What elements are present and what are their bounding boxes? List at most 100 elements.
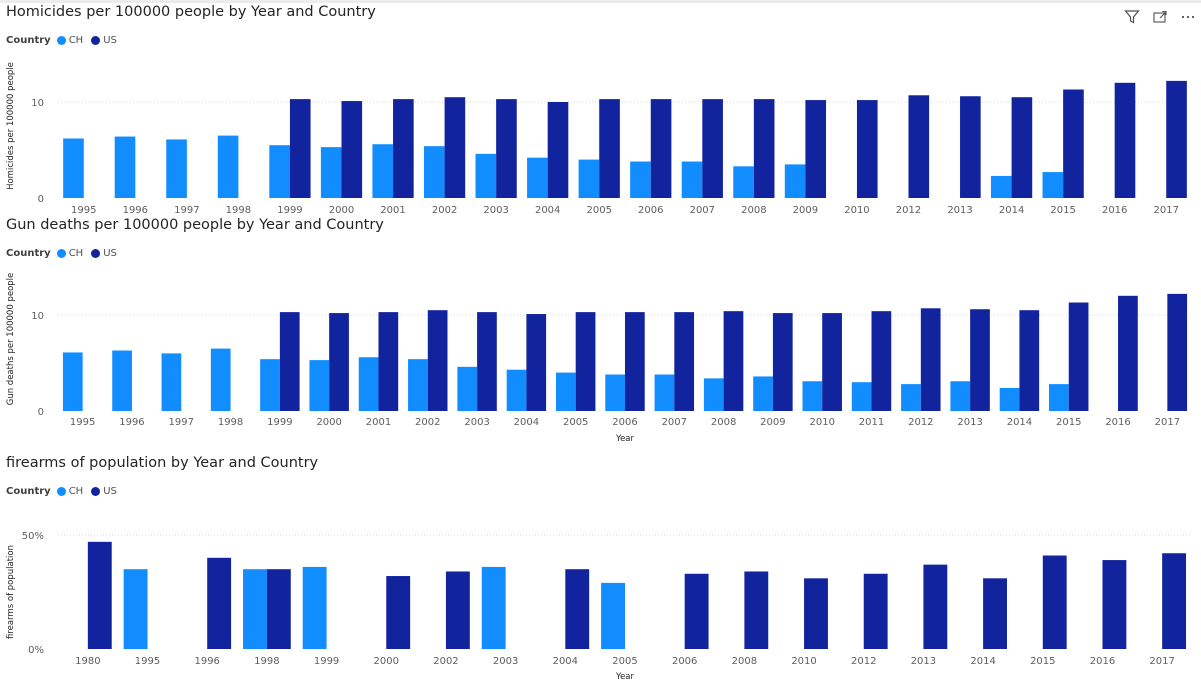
bar-ch-2003[interactable] [481,566,506,649]
bar-us-2004[interactable] [565,569,590,649]
bar-ch-2002[interactable] [423,146,445,198]
bar-us-2004[interactable] [547,102,569,198]
bar-us-1999[interactable] [279,312,300,411]
gun-deaths-chart[interactable]: Gun deaths per 100000 people by Year and… [0,217,1201,447]
bar-us-2002[interactable] [445,571,470,649]
bar-ch-2005[interactable] [578,159,600,198]
bar-ch-1995[interactable] [123,569,148,649]
bar-us-2012[interactable] [908,95,930,198]
focus-mode-icon[interactable] [1151,8,1169,26]
filter-icon[interactable] [1123,8,1141,26]
bar-ch-1996[interactable] [114,136,136,198]
bar-us-2013[interactable] [923,564,948,649]
bar-us-2008[interactable] [753,99,775,198]
bar-us-2006[interactable] [684,573,709,649]
bar-ch-2005[interactable] [555,372,576,411]
bar-ch-2010[interactable] [802,381,823,411]
bar-us-2005[interactable] [575,312,596,411]
bar-us-2010[interactable] [822,313,842,411]
more-options-icon[interactable] [1179,8,1197,26]
bar-us-2008[interactable] [723,311,744,411]
bar-us-2014[interactable] [983,578,1007,649]
bar-us-2017[interactable] [1166,80,1187,198]
bar-ch-2009[interactable] [784,164,806,198]
bar-us-1998[interactable] [266,569,291,649]
bar-ch-1997[interactable] [161,353,182,411]
bar-us-2000[interactable] [386,576,411,649]
bar-us-2015[interactable] [1042,555,1067,649]
bar-us-1996[interactable] [207,557,232,649]
bar-us-2003[interactable] [496,99,517,198]
bar-us-2001[interactable] [393,99,414,198]
bar-ch-1995[interactable] [62,352,83,411]
bar-ch-2006[interactable] [630,161,651,198]
bar-us-2017[interactable] [1167,293,1188,411]
bar-us-2000[interactable] [329,313,349,411]
bar-us-2017[interactable] [1162,553,1187,649]
bar-ch-2001[interactable] [358,357,379,411]
bar-us-2009[interactable] [805,100,827,198]
bar-us-2009[interactable] [772,313,793,411]
bar-ch-2015[interactable] [1042,172,1064,198]
bar-ch-2002[interactable] [408,359,428,411]
bar-ch-2007[interactable] [654,374,675,411]
bar-ch-2007[interactable] [681,161,703,198]
bar-us-2003[interactable] [477,312,497,411]
bar-ch-2000[interactable] [309,360,330,411]
bar-us-2004[interactable] [526,314,547,411]
bar-ch-1995[interactable] [63,138,84,198]
legend-item-us[interactable]: US [91,486,117,497]
bar-ch-2001[interactable] [372,144,394,198]
homicides-chart[interactable]: Homicides per 100000 people by Year and … [0,4,1201,218]
bar-us-2012[interactable] [920,308,941,411]
bar-us-2015[interactable] [1063,89,1084,198]
bar-ch-2008[interactable] [733,166,754,198]
bar-ch-2009[interactable] [753,376,773,411]
bar-us-2016[interactable] [1102,560,1127,649]
bar-us-1980[interactable] [87,541,112,649]
bar-us-2016[interactable] [1118,295,1138,411]
bar-ch-2014[interactable] [999,387,1020,411]
bar-ch-2004[interactable] [527,157,548,198]
bar-ch-1998[interactable] [217,135,239,198]
bar-us-2007[interactable] [702,99,723,198]
legend-item-ch[interactable]: CH [56,35,83,46]
bar-us-2006[interactable] [650,99,672,198]
bar-us-2015[interactable] [1068,302,1089,411]
bar-ch-2000[interactable] [320,147,342,198]
bar-ch-2013[interactable] [950,381,971,411]
bar-ch-1998[interactable] [210,348,231,411]
bar-us-2016[interactable] [1114,82,1136,198]
legend-item-us[interactable]: US [91,35,117,46]
bar-ch-2015[interactable] [1049,384,1069,411]
bar-ch-1998[interactable] [243,569,267,649]
bar-us-2013[interactable] [970,309,990,411]
bar-us-2012[interactable] [863,573,888,649]
bar-us-2007[interactable] [674,312,695,411]
bar-us-2005[interactable] [599,99,620,198]
bar-us-2000[interactable] [341,101,363,198]
bar-ch-2003[interactable] [457,366,478,411]
bar-us-2014[interactable] [1019,310,1040,411]
bar-us-2006[interactable] [625,312,645,411]
bar-ch-1999[interactable] [260,359,280,411]
bar-us-2013[interactable] [960,96,981,198]
firearms-chart[interactable]: firearms of population by Year and Count… [0,455,1201,683]
bar-ch-2005[interactable] [601,582,625,649]
bar-ch-1997[interactable] [166,139,187,198]
bar-us-2008[interactable] [744,571,769,649]
bar-us-2010[interactable] [804,578,828,649]
bar-us-2011[interactable] [871,311,892,411]
bar-ch-2014[interactable] [990,175,1012,198]
bar-us-2002[interactable] [444,97,466,198]
bar-ch-1999[interactable] [302,566,327,649]
bar-ch-2008[interactable] [703,378,724,411]
bar-ch-2004[interactable] [506,369,527,411]
bar-us-1999[interactable] [289,99,311,198]
bar-us-2002[interactable] [427,310,448,411]
bar-ch-2003[interactable] [475,153,497,198]
legend-item-ch[interactable]: CH [56,248,83,259]
bar-ch-2011[interactable] [851,382,872,411]
bar-ch-1999[interactable] [269,145,290,198]
legend-item-us[interactable]: US [91,248,117,259]
